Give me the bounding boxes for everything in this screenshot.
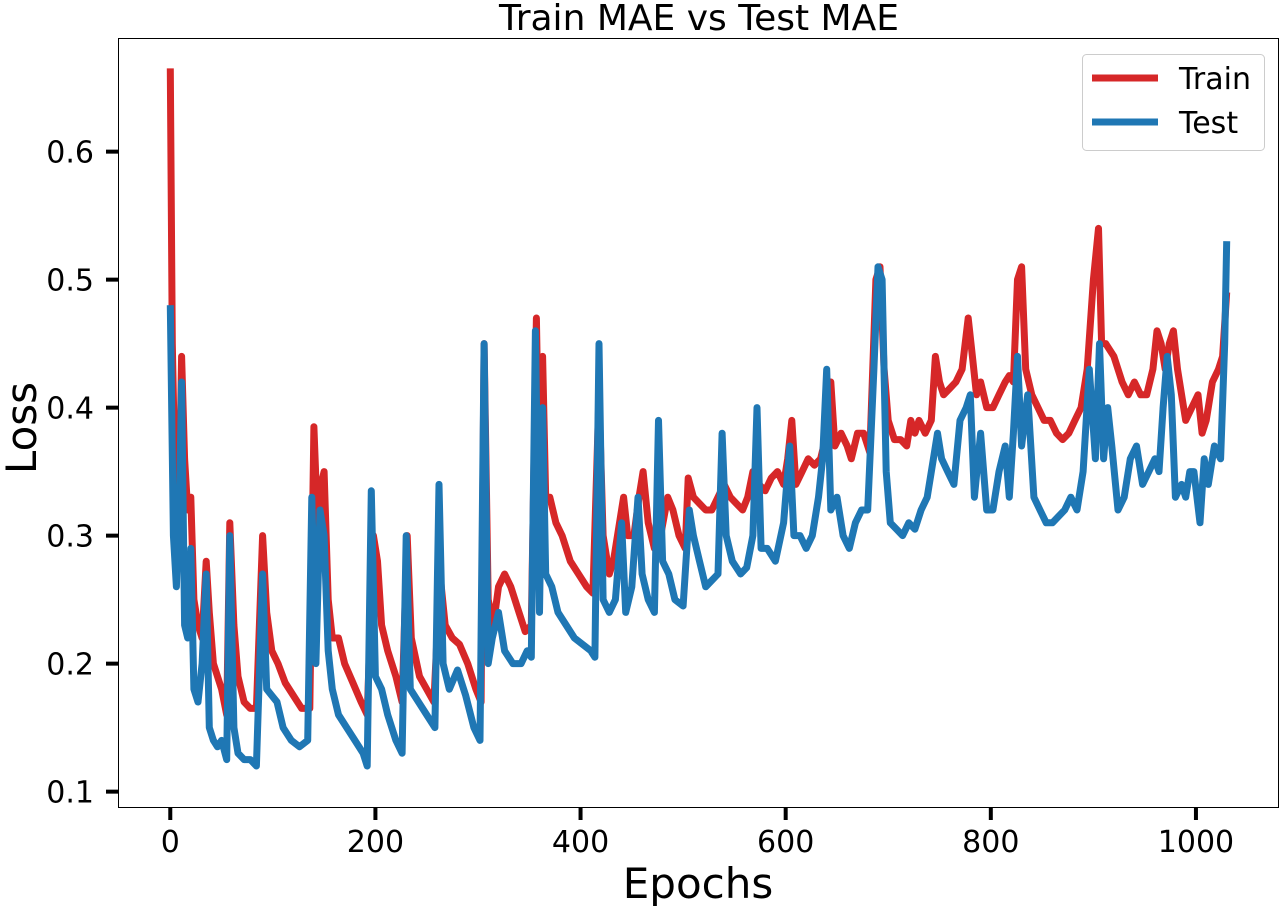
series-line-test (166, 241, 1231, 770)
x-axis-label: Epochs (623, 859, 774, 906)
y-tick-label: 0.3 (46, 520, 94, 555)
y-axis-label: Loss (0, 382, 46, 474)
x-tick-label: 400 (552, 825, 609, 860)
series-line-train (166, 68, 1231, 719)
y-axis-ticks: 0.1 0.2 0.3 0.4 0.5 0.6 (46, 136, 119, 811)
legend-label-test: Test (1178, 106, 1238, 141)
legend: Train Test (1082, 54, 1265, 151)
series-layer (166, 68, 1231, 770)
y-tick-label: 0.2 (46, 648, 94, 683)
y-tick-label: 0.4 (46, 392, 94, 427)
x-tick-label: 0 (161, 825, 180, 860)
x-tick-label: 200 (347, 825, 404, 860)
x-tick-label: 600 (757, 825, 814, 860)
plot-frame (118, 38, 1279, 808)
x-axis-ticks: 0 200 400 600 800 1000 (161, 807, 1234, 860)
y-tick-label: 0.5 (46, 264, 94, 299)
y-tick-label: 0.1 (46, 776, 94, 811)
chart-title: Train MAE vs Test MAE (498, 0, 899, 39)
x-tick-label: 800 (962, 825, 1019, 860)
y-tick-label: 0.6 (46, 136, 94, 171)
legend-label-train: Train (1178, 62, 1251, 97)
x-tick-label: 1000 (1158, 825, 1234, 860)
